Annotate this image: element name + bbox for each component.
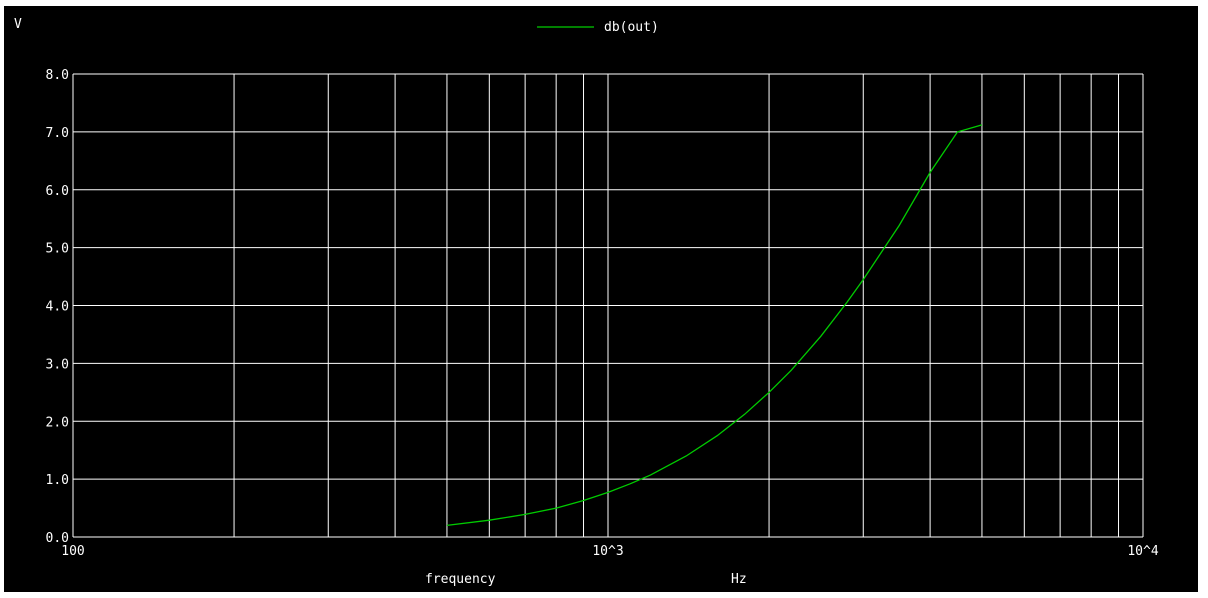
x-axis-label: frequency	[425, 572, 496, 587]
plot-background	[4, 6, 1198, 592]
x-tick-label: 100	[61, 544, 84, 559]
y-tick-label: 4.0	[46, 300, 69, 315]
y-tick-label: 8.0	[46, 68, 69, 83]
x-tick-label: 10^4	[1127, 544, 1158, 559]
y-tick-label: 2.0	[46, 415, 69, 430]
y-axis-label: V	[14, 17, 22, 32]
y-tick-labels: 0.01.02.03.04.05.06.07.08.0	[46, 68, 69, 546]
y-tick-label: 6.0	[46, 184, 69, 199]
plot-window: 0.0 1.0 2.0 3.0 4.0 5.0 6.0 7.0 8.0 100 10^3 10^4 …	[4, 6, 1198, 592]
line-chart: 0.01.02.03.04.05.06.07.08.0 100 10^3 10^4 …	[4, 6, 1198, 592]
y-tick-label: 1.0	[46, 473, 69, 488]
y-tick-label: 5.0	[46, 242, 69, 257]
x-axis-unit: Hz	[731, 572, 747, 587]
y-tick-label: 3.0	[46, 357, 69, 372]
x-tick-label: 10^3	[592, 544, 623, 559]
y-tick-label: 7.0	[46, 126, 69, 141]
legend-label: db(out)	[604, 20, 659, 35]
